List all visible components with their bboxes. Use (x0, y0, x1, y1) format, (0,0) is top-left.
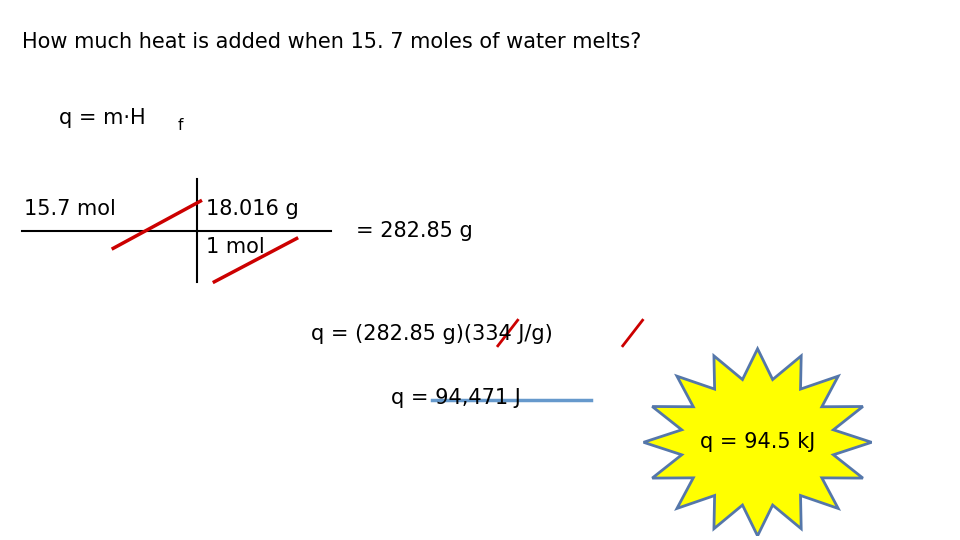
Text: 1 mol: 1 mol (206, 237, 265, 256)
Text: 15.7 mol: 15.7 mol (24, 199, 116, 219)
Text: q = m·H: q = m·H (59, 107, 145, 127)
Text: = 282.85 g: = 282.85 g (356, 221, 473, 241)
Text: q = 94.5 kJ: q = 94.5 kJ (700, 433, 815, 453)
Polygon shape (643, 349, 872, 536)
Text: q = (282.85 g)(334 J/g): q = (282.85 g)(334 J/g) (311, 324, 553, 344)
Text: How much heat is added when 15. 7 moles of water melts?: How much heat is added when 15. 7 moles … (22, 32, 641, 52)
Text: 18.016 g: 18.016 g (206, 199, 300, 219)
Text: f: f (178, 118, 183, 133)
Text: q = 94,471 J: q = 94,471 J (391, 388, 520, 408)
